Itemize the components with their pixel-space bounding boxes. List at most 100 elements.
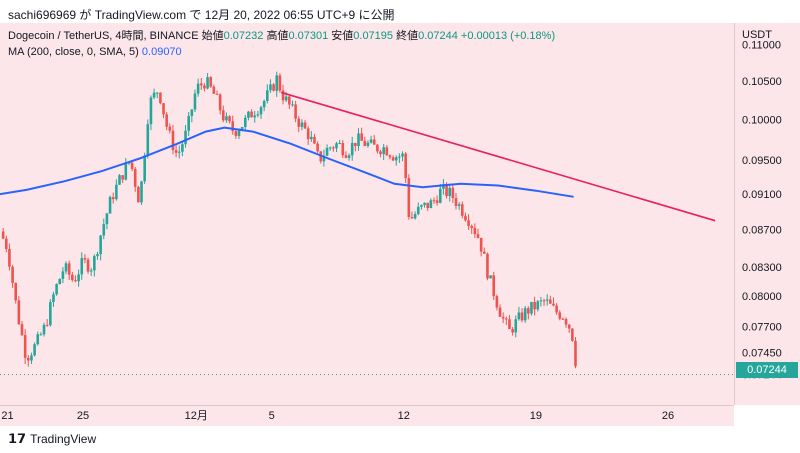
candle-body (58, 278, 62, 285)
candle-body (508, 319, 511, 330)
price-tick-label: 0.08000 (742, 291, 782, 303)
time-tick-label: 19 (530, 410, 542, 422)
tradingview-logo-icon: 𝟭𝟳 (8, 431, 27, 446)
candle-body (398, 156, 401, 158)
candle-body (225, 116, 228, 121)
last-price-tag: 0.07244 (736, 362, 798, 378)
candle-body (39, 334, 43, 336)
candle-body (489, 275, 492, 279)
candle-body (454, 198, 458, 206)
price-tick-label: 0.10500 (742, 76, 782, 88)
candle-body (413, 214, 417, 219)
candle-body (121, 175, 124, 180)
candle-body (291, 104, 294, 106)
candle-body (266, 90, 269, 102)
candle-body (539, 300, 543, 302)
candle-body (426, 202, 429, 209)
candle-body (96, 254, 99, 257)
candle-body (486, 253, 489, 279)
candle-body (209, 77, 213, 87)
candle-body (237, 130, 241, 136)
candle-body (407, 178, 411, 217)
brand-name: TradingView (30, 432, 97, 446)
candle-body (42, 324, 46, 335)
candle-body (495, 296, 499, 308)
candle-body (354, 142, 357, 147)
candle-body (124, 163, 128, 180)
candle-body (432, 200, 436, 202)
candle-body (347, 155, 351, 158)
candle-body (140, 181, 143, 203)
candle-body (483, 251, 486, 254)
candle-body (259, 107, 263, 115)
candle-body (256, 114, 260, 116)
price-tick-label: 0.09500 (742, 155, 782, 167)
symbol-title[interactable]: Dogecoin / TetherUS, 4時間, BINANCE (8, 30, 199, 42)
high-label: 高値 (266, 30, 289, 42)
candle-body (240, 127, 244, 131)
candle-body (555, 305, 558, 313)
candle-body (530, 301, 533, 314)
candle-body (93, 256, 96, 271)
candle-body (184, 130, 187, 145)
candle-body (36, 334, 40, 345)
price-axis[interactable] (734, 23, 800, 405)
candle-body (27, 357, 30, 361)
candle-body (505, 318, 508, 320)
candle-body (11, 266, 14, 283)
candle-body (423, 202, 426, 206)
axis-currency-label: USDT (742, 29, 772, 41)
candle-body (429, 200, 433, 209)
price-tick-label: 0.08300 (742, 262, 782, 274)
footer-brand[interactable]: 𝟭𝟳 TradingView (8, 431, 96, 447)
candle-body (360, 133, 363, 141)
candle-body (394, 157, 398, 161)
time-tick-label: 21 (1, 410, 13, 422)
candle-body (470, 225, 474, 228)
candle-body (231, 121, 235, 132)
candle-body (4, 238, 8, 249)
candle-body (250, 111, 253, 118)
candle-body (457, 204, 461, 206)
candle-body (313, 136, 316, 144)
candle-body (564, 319, 568, 325)
candle-body (108, 197, 112, 214)
candle-body (316, 143, 319, 152)
candle-body (262, 101, 266, 108)
publish-info: sachi696969 が TradingView.com で 12月 20, … (8, 8, 395, 22)
ma-200-line (0, 126, 574, 198)
candle-body (20, 324, 24, 336)
candle-body (369, 139, 373, 143)
candle-body (416, 206, 420, 215)
candle-body (498, 307, 502, 317)
candle-body (545, 299, 549, 301)
plot-area[interactable] (0, 23, 734, 405)
candle-body (284, 96, 288, 101)
ma-legend-row[interactable]: MA (200, close, 0, SMA, 5) 0.09070 (8, 44, 555, 60)
candle-body (401, 153, 404, 157)
candle-body (253, 115, 257, 118)
candle-body (574, 340, 577, 367)
candle-body (281, 90, 285, 101)
candle-body (571, 328, 574, 341)
candle-body (382, 147, 385, 155)
candle-body (23, 335, 27, 358)
candle-body (146, 124, 150, 156)
candle-body (300, 122, 304, 127)
candle-body (435, 200, 439, 203)
candle-body (445, 184, 448, 197)
change-value: +0.00013 (+0.18%) (460, 30, 556, 42)
candle-body (542, 300, 546, 302)
candle-body (111, 197, 115, 200)
candle-body (137, 186, 140, 203)
candle-body (55, 284, 58, 295)
chart-legend: Dogecoin / TetherUS, 4時間, BINANCE 始値0.07… (8, 28, 555, 60)
price-tick-label: 0.08700 (742, 225, 782, 237)
candle-body (152, 92, 156, 98)
candle-body (243, 117, 247, 128)
candle-body (442, 184, 445, 189)
candle-body (77, 274, 80, 282)
time-axis[interactable] (0, 405, 734, 426)
price-tick-label: 0.10000 (742, 115, 782, 127)
